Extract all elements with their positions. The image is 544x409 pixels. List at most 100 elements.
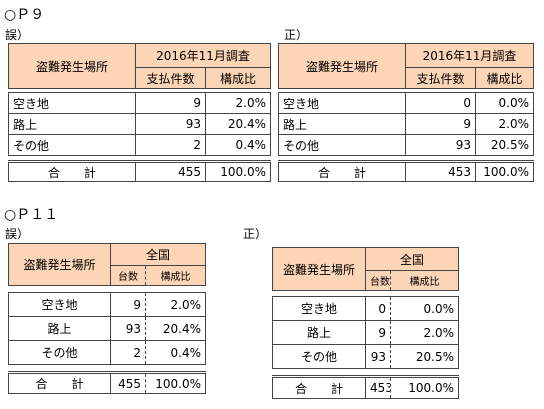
header-cell: 構成比 (144, 265, 207, 286)
table-header: 盗難発生場所 2016年11月調査 支払件数 構成比 (8, 43, 271, 89)
data-cell: 空き地 (8, 92, 136, 114)
total-cell: 合 計 (8, 372, 111, 394)
data-row: その他 93 20.5% (272, 344, 459, 369)
data-row: 空き地 0 0.0% (278, 92, 534, 114)
data-cell: 空き地 (272, 296, 366, 321)
data-row: その他 2 0.4% (8, 340, 206, 365)
table-header: 盗難発生場所 全国 台数 構成比 (272, 247, 460, 291)
header-cell: 2016年11月調査 (405, 43, 534, 68)
total-cell: 100.0% (145, 372, 206, 394)
header-cell: 全国 (364, 247, 460, 271)
table-total: 合 計 455 100.0% (8, 160, 271, 182)
data-cell: 93 (405, 134, 476, 156)
header-cell: 台数 (365, 270, 391, 291)
header-cell: 構成比 (389, 270, 460, 291)
header-cell: 2016年11月調査 (135, 43, 271, 68)
total-cell: 100.0% (205, 161, 271, 182)
header-cell: 盗難発生場所 (8, 43, 136, 89)
data-cell: 0 (405, 92, 476, 114)
data-row: 路上 9 2.0% (278, 113, 534, 135)
data-cell: 2.0% (475, 113, 534, 135)
data-row: 路上 93 20.4% (8, 113, 271, 135)
table-total: 合 計 455 100.0% (8, 371, 206, 394)
data-cell: 2 (110, 340, 146, 365)
section-heading: ○Ｐ１１ (4, 207, 59, 223)
table-body: 空き地 9 2.0% 路上 93 20.4% その他 2 0.4% (8, 292, 206, 365)
header-row: 盗難発生場所 2016年11月調査 (8, 43, 271, 89)
header-cell: 盗難発生場所 (8, 243, 111, 286)
data-cell: 空き地 (8, 292, 111, 317)
data-cell: 0 (365, 296, 391, 321)
total-row: 合 計 455 100.0% (8, 161, 271, 182)
data-cell: 20.5% (390, 344, 459, 369)
header-row: 台数 構成比 (9, 265, 207, 286)
header-row: 盗難発生場所 全国 (272, 247, 460, 291)
section-heading: ○Ｐ９ (4, 7, 45, 23)
data-cell: 路上 (8, 316, 111, 341)
data-cell: 20.5% (475, 134, 534, 156)
total-cell: 合 計 (272, 376, 366, 399)
total-cell: 100.0% (390, 376, 459, 399)
header-cell: 盗難発生場所 (278, 43, 406, 89)
data-cell: 9 (365, 320, 391, 345)
table-body: 空き地 0 0.0% 路上 9 2.0% その他 93 20.5% (278, 92, 534, 156)
data-cell: 9 (135, 92, 206, 114)
header-cell: 台数 (110, 265, 146, 286)
data-cell: 2.0% (145, 292, 206, 317)
table-header: 盗難発生場所 2016年11月調査 支払件数 構成比 (278, 43, 534, 89)
data-row: 空き地 0 0.0% (272, 296, 459, 321)
data-cell: 93 (135, 113, 206, 135)
header-cell: 構成比 (475, 67, 534, 89)
data-cell: その他 (8, 340, 111, 365)
data-cell: その他 (272, 344, 366, 369)
header-row: 盗難発生場所 2016年11月調査 (278, 43, 534, 89)
data-row: 空き地 9 2.0% (8, 292, 206, 317)
table-header: 盗難発生場所 全国 台数 構成比 (8, 243, 207, 286)
table-label: 誤） (5, 227, 30, 241)
data-cell: 0.4% (205, 134, 271, 156)
data-cell: 0.0% (475, 92, 534, 114)
data-cell: 0.4% (145, 340, 206, 365)
table-label: 正） (243, 227, 268, 241)
total-cell: 455 (135, 161, 206, 182)
table-body: 空き地 0 0.0% 路上 9 2.0% その他 93 20.5% (272, 296, 459, 369)
total-row: 合 計 455 100.0% (8, 372, 206, 394)
data-cell: 路上 (272, 320, 366, 345)
data-cell: 2.0% (390, 320, 459, 345)
data-cell: 空き地 (278, 92, 406, 114)
data-row: 路上 93 20.4% (8, 316, 206, 341)
header-row: 支払件数 構成比 (279, 67, 534, 89)
header-cell: 構成比 (205, 67, 271, 89)
total-cell: 453 (365, 376, 391, 399)
header-cell: 支払件数 (135, 67, 206, 89)
data-cell: 20.4% (205, 113, 271, 135)
data-row: その他 2 0.4% (8, 134, 271, 156)
data-cell: 2 (135, 134, 206, 156)
total-cell: 455 (110, 372, 146, 394)
total-cell: 合 計 (278, 161, 406, 182)
data-cell: 路上 (8, 113, 136, 135)
header-cell: 盗難発生場所 (272, 247, 366, 291)
data-row: 空き地 9 2.0% (8, 92, 271, 114)
data-cell: 9 (110, 292, 146, 317)
data-row: 路上 9 2.0% (272, 320, 459, 345)
data-cell: 93 (365, 344, 391, 369)
data-cell: 0.0% (390, 296, 459, 321)
data-cell: 9 (405, 113, 476, 135)
data-row: その他 93 20.5% (278, 134, 534, 156)
data-cell: 路上 (278, 113, 406, 135)
table-label: 正） (284, 28, 309, 42)
total-cell: 453 (405, 161, 476, 182)
header-row: 支払件数 構成比 (9, 67, 271, 89)
data-cell: 2.0% (205, 92, 271, 114)
total-cell: 100.0% (475, 161, 534, 182)
table-label: 誤） (5, 28, 30, 42)
data-cell: 93 (110, 316, 146, 341)
header-row: 盗難発生場所 全国 (8, 243, 207, 286)
data-cell: その他 (8, 134, 136, 156)
